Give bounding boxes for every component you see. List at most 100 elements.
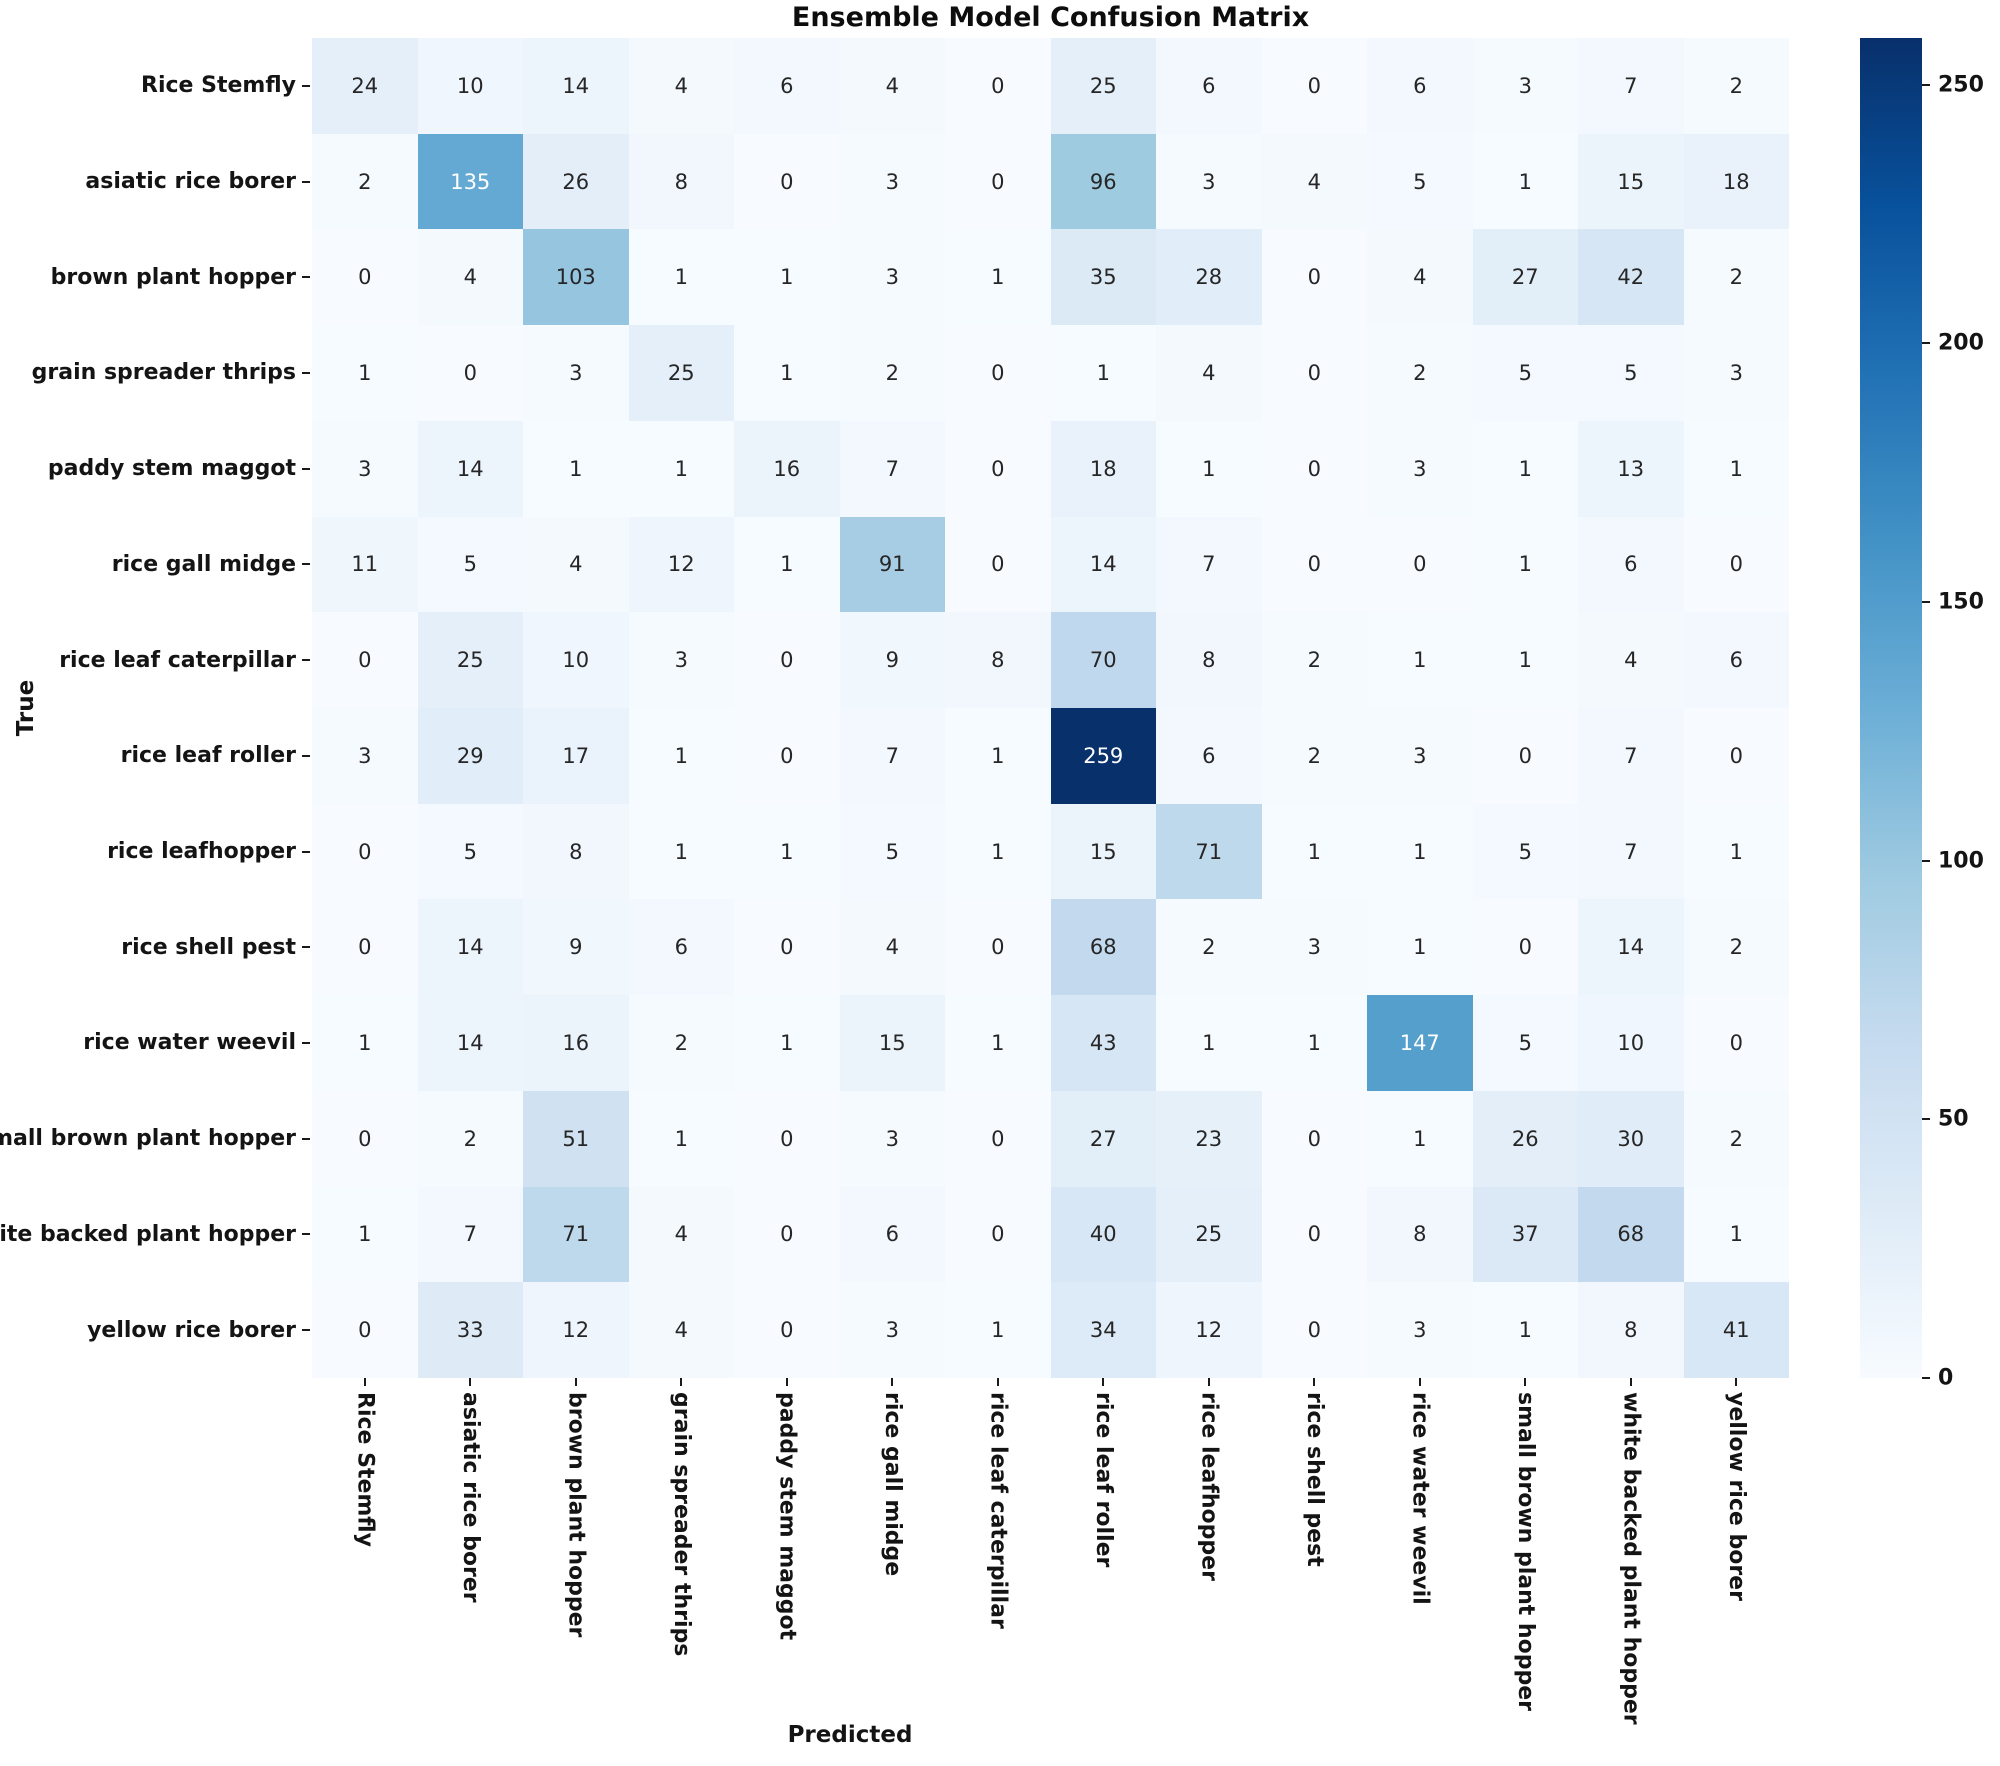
y-tick-mark [302, 372, 310, 374]
heatmap-cell: 71 [523, 1186, 629, 1283]
heatmap-cell: 26 [1472, 1090, 1578, 1187]
heatmap-cell: 1 [1261, 803, 1367, 900]
heatmap-cell: 15 [1050, 803, 1156, 900]
heatmap-cell: 10 [417, 38, 523, 134]
colorbar-tick-mark [1922, 600, 1930, 603]
heatmap-cell: 25 [1050, 38, 1156, 134]
heatmap-cell: 0 [312, 612, 418, 708]
heatmap-cell: 0 [1261, 516, 1367, 613]
heatmap-cell: 5 [417, 803, 523, 900]
heatmap-cell: 0 [1261, 420, 1367, 517]
heatmap-cell: 12 [1156, 1282, 1262, 1378]
heatmap-cell: 40 [1050, 1186, 1156, 1283]
x-tick-mark [785, 1378, 788, 1386]
heatmap-cell: 27 [1472, 229, 1578, 326]
x-tick-mark [1418, 1378, 1421, 1386]
heatmap-cell: 0 [312, 899, 418, 996]
y-tick-mark [302, 1233, 310, 1236]
heatmap-cell: 2 [1156, 899, 1262, 996]
heatmap-cell: 8 [1578, 1282, 1684, 1378]
heatmap-cell: 6 [734, 38, 840, 134]
heatmap-cell: 15 [1578, 133, 1684, 230]
y-tick-label: rice leaf roller [120, 743, 296, 769]
heatmap-cell: 1 [734, 803, 840, 900]
x-tick-mark [574, 1378, 577, 1386]
heatmap-cell: 2 [1261, 612, 1367, 708]
x-tick-label: Rice Stemfly [352, 1392, 378, 1547]
x-tick-label: white backed plant hopper [1618, 1392, 1644, 1725]
heatmap-cell: 0 [945, 516, 1051, 613]
heatmap-cell: 103 [523, 229, 629, 326]
heatmap-cell: 1 [1472, 1282, 1578, 1378]
heatmap-cell: 8 [945, 612, 1051, 708]
colorbar-tick-label: 150 [1938, 589, 1984, 615]
heatmap-cell: 4 [417, 229, 523, 326]
chart-title: Ensemble Model Confusion Matrix [791, 2, 1310, 33]
x-tick-label: rice gall midge [879, 1392, 905, 1577]
y-tick-mark [302, 659, 310, 662]
heatmap-cell: 12 [628, 516, 734, 613]
heatmap-cell: 25 [1156, 1186, 1262, 1283]
x-tick-mark [891, 1378, 894, 1386]
y-tick-label: rice water weevil [83, 1030, 296, 1056]
x-tick-mark [996, 1378, 999, 1386]
y-tick-mark [302, 563, 310, 566]
heatmap-cell: 4 [628, 38, 734, 134]
heatmap-cell: 5 [1472, 803, 1578, 900]
heatmap-cell: 3 [1367, 708, 1473, 804]
x-tick-label: small brown plant hopper [1512, 1392, 1538, 1711]
heatmap-cell: 24 [312, 38, 418, 134]
heatmap-cell: 2 [1683, 229, 1789, 326]
heatmap-cell: 0 [1683, 995, 1789, 1091]
heatmap-cell: 5 [417, 516, 523, 613]
x-tick-label: rice water weevil [1407, 1392, 1433, 1605]
heatmap-cell: 0 [312, 803, 418, 900]
x-tick-mark [1313, 1378, 1316, 1386]
x-tick-label: rice shell pest [1301, 1392, 1327, 1567]
y-tick-label: grain spreader thrips [31, 360, 296, 386]
heatmap-cell: 2 [312, 133, 418, 230]
heatmap-cell: 27 [1050, 1090, 1156, 1187]
heatmap-cell: 70 [1050, 612, 1156, 708]
heatmap-cell: 6 [1578, 516, 1684, 613]
heatmap-cell: 7 [1578, 38, 1684, 134]
heatmap-cell: 2 [628, 995, 734, 1091]
heatmap-cell: 33 [417, 1282, 523, 1378]
heatmap-cell: 5 [1472, 995, 1578, 1091]
heatmap-cell: 3 [523, 325, 629, 421]
heatmap-cell: 1 [1050, 325, 1156, 421]
heatmap-cell: 1 [1683, 1186, 1789, 1283]
heatmap-cell: 0 [945, 38, 1051, 134]
heatmap-cell: 7 [1156, 516, 1262, 613]
heatmap-cell: 3 [839, 1090, 945, 1187]
heatmap-cell: 0 [1261, 325, 1367, 421]
heatmap-cell: 7 [839, 708, 945, 804]
heatmap-cell: 0 [312, 1090, 418, 1187]
colorbar [1860, 38, 1922, 1378]
heatmap-cell: 0 [945, 133, 1051, 230]
y-tick-label: white backed plant hopper [0, 1221, 296, 1247]
heatmap-cell: 14 [1578, 899, 1684, 996]
x-tick-mark [469, 1378, 472, 1386]
y-tick-label: rice leaf caterpillar [59, 647, 296, 673]
heatmap-cell: 14 [417, 995, 523, 1091]
x-tick-mark [1629, 1378, 1632, 1386]
y-tick-label: Rice Stemfly [141, 73, 296, 99]
heatmap-cell: 3 [1472, 38, 1578, 134]
heatmap-cell: 1 [1367, 612, 1473, 708]
heatmap-cell: 4 [1578, 612, 1684, 708]
heatmap-cell: 1 [312, 1186, 418, 1283]
heatmap-cell: 1 [628, 803, 734, 900]
heatmap-cell: 0 [945, 325, 1051, 421]
heatmap-cell: 1 [628, 1090, 734, 1187]
heatmap-cell: 7 [417, 1186, 523, 1283]
heatmap-cell: 35 [1050, 229, 1156, 326]
heatmap-cell: 8 [1367, 1186, 1473, 1283]
y-tick-label: paddy stem maggot [47, 456, 296, 482]
y-tick-mark [302, 850, 310, 853]
colorbar-tick-mark [1922, 1377, 1930, 1379]
heatmap-cell: 1 [945, 995, 1051, 1091]
x-tick-label: asiatic rice borer [457, 1392, 483, 1603]
heatmap-cell: 3 [1683, 325, 1789, 421]
